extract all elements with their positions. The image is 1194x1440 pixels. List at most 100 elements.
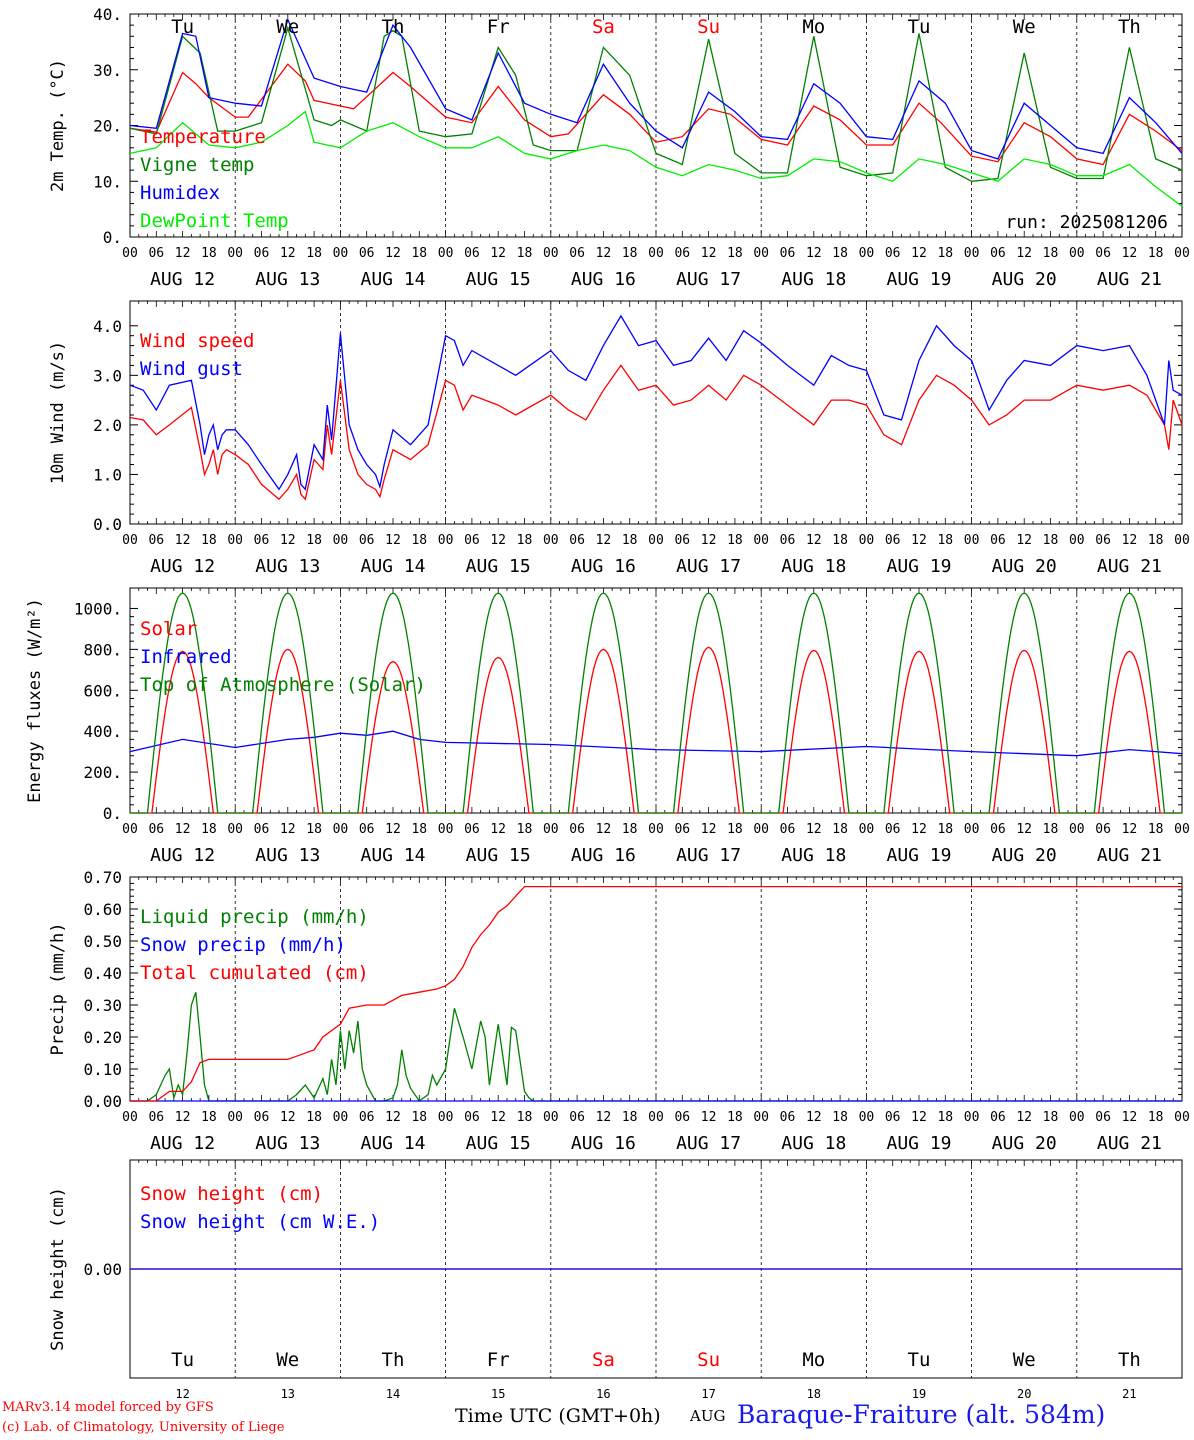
- weekday-label: We: [1013, 16, 1036, 38]
- hour-label: 18: [1043, 822, 1059, 837]
- date-label: AUG 12: [150, 269, 215, 290]
- y-tick-label: 0.10: [83, 1060, 122, 1079]
- hour-label: 18: [1043, 533, 1059, 548]
- weekday-label: We: [276, 16, 299, 38]
- hour-label: 06: [569, 246, 585, 261]
- hour-label: 06: [464, 1110, 480, 1125]
- y-tick-label: 0.40: [83, 964, 122, 983]
- y-tick-label: 200.: [83, 763, 122, 782]
- legend-entry: Snow height (cm W.E.): [140, 1211, 380, 1233]
- weekday-label: Th: [1118, 16, 1141, 38]
- hour-label: 00: [859, 533, 875, 548]
- legend-entry: DewPoint Temp: [140, 210, 289, 232]
- model-credit: MARv3.14 model forced by GFS: [2, 1400, 214, 1415]
- hour-label: 18: [517, 822, 533, 837]
- hour-label: 12: [175, 1110, 191, 1125]
- hour-label: 06: [148, 1110, 164, 1125]
- date-number: 21: [1122, 1387, 1136, 1401]
- legend-entry: Top of Atmosphere (Solar): [140, 674, 426, 696]
- y-tick-label: 2.0: [93, 416, 122, 435]
- weekday-label: Mo: [802, 1349, 825, 1371]
- series-total-cumulated-cm-: [130, 885, 1182, 1102]
- y-axis-label: 2m Temp. (°C): [48, 59, 68, 192]
- hour-label: 18: [306, 533, 322, 548]
- hour-label: 00: [859, 1110, 875, 1125]
- date-label: AUG 14: [360, 1133, 425, 1154]
- hour-label: 06: [885, 1110, 901, 1125]
- hour-label: 18: [727, 822, 743, 837]
- y-tick-label: 0.00: [83, 1092, 122, 1111]
- hour-label: 06: [885, 533, 901, 548]
- hour-label: 18: [937, 822, 953, 837]
- hour-label: 06: [359, 1110, 375, 1125]
- hour-label: 06: [885, 246, 901, 261]
- weekday-label: We: [276, 1349, 299, 1371]
- hour-label: 12: [806, 822, 822, 837]
- y-axis-label: Snow height (cm): [48, 1187, 68, 1351]
- hour-label: 00: [648, 822, 664, 837]
- hour-label: 00: [227, 246, 243, 261]
- hour-label: 12: [280, 822, 296, 837]
- date-label: AUG 19: [886, 269, 951, 290]
- date-label: AUG 13: [255, 1133, 320, 1154]
- hour-label: 06: [254, 533, 270, 548]
- hour-label: 06: [359, 533, 375, 548]
- y-tick-label: 0.: [103, 804, 122, 823]
- date-label: AUG 19: [886, 1133, 951, 1154]
- hour-label: 18: [622, 1110, 638, 1125]
- hour-label: 12: [385, 1110, 401, 1125]
- y-axis-label: Precip (mm/h): [48, 922, 68, 1055]
- hour-label: 12: [1122, 246, 1138, 261]
- date-label: AUG 13: [255, 845, 320, 866]
- hour-label: 00: [438, 822, 454, 837]
- run-label: run: 2025081206: [1005, 212, 1168, 233]
- date-label: AUG 15: [466, 269, 531, 290]
- series-temperature: [129, 63, 1183, 166]
- hour-label: 18: [937, 246, 953, 261]
- hour-label: 00: [753, 822, 769, 837]
- hour-label: 18: [832, 822, 848, 837]
- date-number: 20: [1017, 1387, 1031, 1401]
- hour-label: 18: [1148, 1110, 1164, 1125]
- y-tick-label: 1000.: [74, 599, 122, 618]
- date-label: AUG 20: [992, 556, 1057, 577]
- hour-label: 00: [333, 246, 349, 261]
- hour-label: 12: [175, 822, 191, 837]
- y-tick-label: 0.20: [83, 1028, 122, 1047]
- hour-label: 06: [674, 822, 690, 837]
- y-tick-label: 0.30: [83, 996, 122, 1015]
- series-top-of-atmosphere-solar-: [130, 592, 1182, 814]
- hour-label: 00: [333, 822, 349, 837]
- date-label: AUG 14: [360, 556, 425, 577]
- hour-label: 12: [1122, 1110, 1138, 1125]
- hour-label: 06: [780, 533, 796, 548]
- hour-label: 18: [411, 1110, 427, 1125]
- hour-label: 12: [1016, 1110, 1032, 1125]
- hour-label: 18: [1043, 246, 1059, 261]
- hour-label: 18: [201, 1110, 217, 1125]
- hour-label: 00: [753, 246, 769, 261]
- date-label: AUG 12: [150, 556, 215, 577]
- hour-label: 12: [490, 822, 506, 837]
- legend-entry: Wind gust: [140, 358, 243, 380]
- y-tick-label: 600.: [83, 681, 122, 700]
- y-tick-label: 3.0: [93, 366, 122, 385]
- hour-label: 00: [859, 822, 875, 837]
- legend-entry: Liquid precip (mm/h): [140, 906, 369, 928]
- date-label: AUG 16: [571, 845, 636, 866]
- hour-label: 12: [490, 533, 506, 548]
- panel-frame: [129, 587, 1183, 814]
- weekday-label: Su: [697, 16, 720, 38]
- date-label: AUG 15: [466, 845, 531, 866]
- date-number: 17: [701, 1387, 715, 1401]
- hour-label: 06: [674, 533, 690, 548]
- hour-label: 00: [122, 246, 138, 261]
- hour-label: 18: [727, 533, 743, 548]
- hour-label: 18: [1043, 1110, 1059, 1125]
- hour-label: 06: [254, 246, 270, 261]
- date-label: AUG 17: [676, 1133, 741, 1154]
- weekday-label: Th: [382, 16, 405, 38]
- hour-label: 12: [1016, 246, 1032, 261]
- hour-label: 00: [333, 533, 349, 548]
- hour-label: 18: [832, 246, 848, 261]
